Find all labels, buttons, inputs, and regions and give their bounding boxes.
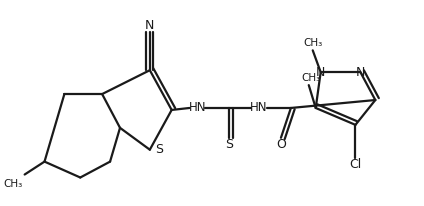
Text: N: N — [316, 66, 325, 79]
Text: N: N — [145, 19, 154, 32]
Text: O: O — [276, 138, 286, 151]
Text: HN: HN — [189, 102, 206, 115]
Text: N: N — [356, 66, 365, 79]
Text: CH₃: CH₃ — [301, 73, 321, 83]
Text: CH₃: CH₃ — [303, 38, 322, 48]
Text: S: S — [155, 143, 163, 156]
Text: HN: HN — [250, 102, 268, 115]
Text: Cl: Cl — [349, 158, 362, 171]
Text: S: S — [225, 138, 233, 151]
Text: CH₃: CH₃ — [3, 179, 22, 190]
